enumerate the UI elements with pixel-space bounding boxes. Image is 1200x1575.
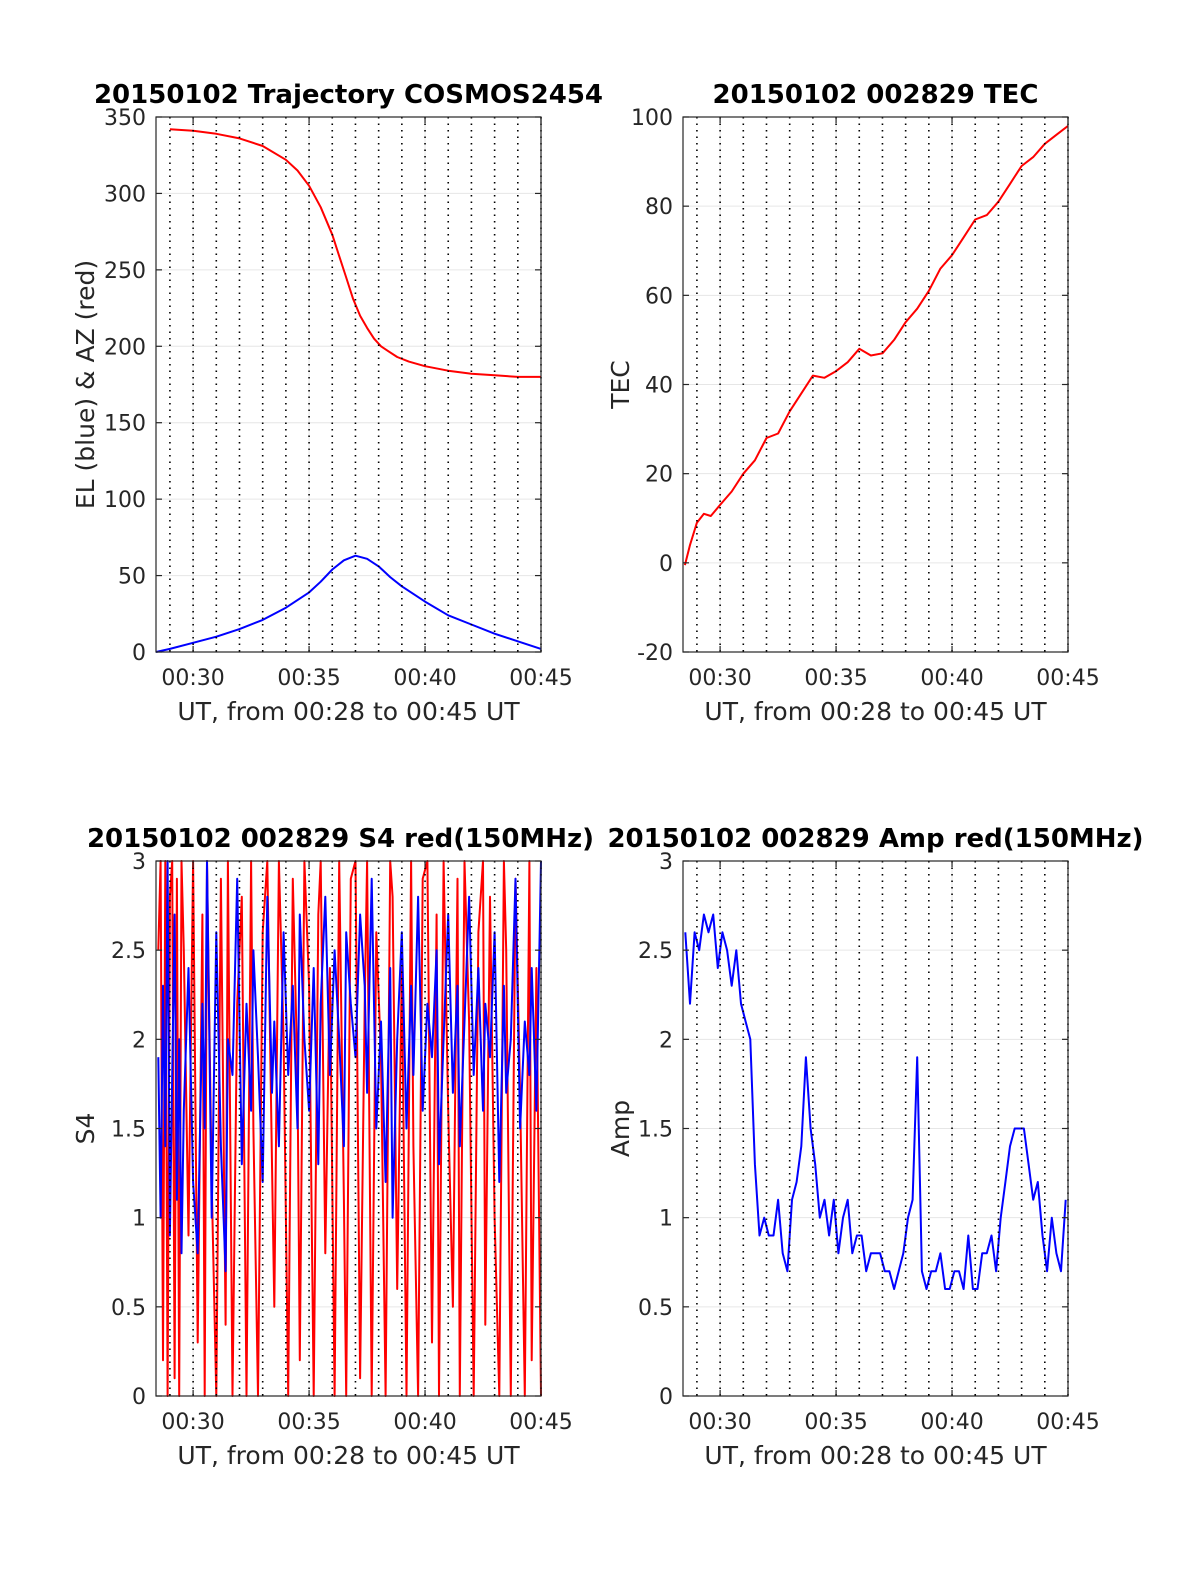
y-tick-label: 20 xyxy=(645,463,673,488)
y-tick-label: 80 xyxy=(645,195,673,220)
series-line-1 xyxy=(157,860,542,1273)
y-tick-label: 2.5 xyxy=(638,939,673,964)
y-tick-label: 1.5 xyxy=(638,1118,673,1143)
x-axis-label: UT, from 00:28 to 00:45 UT xyxy=(177,1441,520,1470)
y-tick-label: 300 xyxy=(104,182,146,207)
x-axis-label: UT, from 00:28 to 00:45 UT xyxy=(177,697,520,726)
series-line-0 xyxy=(683,125,1069,566)
x-tick-label: 00:40 xyxy=(393,666,456,691)
y-tick-label: 0.5 xyxy=(111,1296,146,1321)
y-tick-label: 3 xyxy=(659,850,673,875)
x-tick-label: 00:30 xyxy=(161,1410,224,1435)
chart-s4: 0 0.5 1 1.5 2 2.5 3 00:30 00:35 00:40 00:45 UT, fro… xyxy=(71,824,594,1470)
y-tick-label: 0 xyxy=(132,641,146,666)
y-axis-label: EL (blue) & AZ (red) xyxy=(71,260,100,509)
y-tick-label: 2 xyxy=(659,1028,673,1053)
y-tick-label: 150 xyxy=(104,412,146,437)
y-tick-label: 1.5 xyxy=(111,1118,146,1143)
y-tick-label: -20 xyxy=(637,641,673,666)
y-tick-label: 3 xyxy=(132,850,146,875)
y-tick-label: 250 xyxy=(104,259,146,284)
x-tick-label: 00:35 xyxy=(277,666,340,691)
y-tick-label: 0 xyxy=(132,1385,146,1410)
x-tick-label: 00:30 xyxy=(688,1410,751,1435)
y-tick-label: 350 xyxy=(104,106,146,131)
axes-box xyxy=(155,116,542,653)
plot-area xyxy=(156,117,541,652)
y-axis-label: Amp xyxy=(606,1100,635,1157)
x-tick-label: 00:35 xyxy=(277,1410,340,1435)
x-tick-label: 00:45 xyxy=(1036,666,1099,691)
y-tick-label: 0 xyxy=(659,552,673,577)
x-axis-label: UT, from 00:28 to 00:45 UT xyxy=(704,697,1047,726)
x-tick-label: 00:45 xyxy=(509,666,572,691)
x-tick-label: 00:45 xyxy=(1036,1410,1099,1435)
y-tick-label: 200 xyxy=(104,335,146,360)
x-tick-label: 00:45 xyxy=(509,1410,572,1435)
y-axis-label: TEC xyxy=(606,360,635,410)
y-tick-label: 0.5 xyxy=(638,1296,673,1321)
series-line-0 xyxy=(684,913,1067,1290)
chart-title: 20150102 002829 Amp red(150MHz) xyxy=(607,824,1143,854)
chart-title: 20150102 002829 S4 red(150MHz) xyxy=(87,824,594,854)
x-tick-label: 00:40 xyxy=(393,1410,456,1435)
y-tick-label: 1 xyxy=(659,1207,673,1232)
y-axis-label: S4 xyxy=(71,1113,100,1145)
y-tick-label: 0 xyxy=(659,1385,673,1410)
y-tick-label: 1 xyxy=(132,1207,146,1232)
x-tick-label: 00:30 xyxy=(161,666,224,691)
y-tick-label: 60 xyxy=(645,284,673,309)
chart-trajectory: 0 50 100 150 200 250 300 350 00:30 00:35 00:40 00:4… xyxy=(71,80,603,726)
y-tick-label: 100 xyxy=(104,488,146,513)
y-tick-label: 2.5 xyxy=(111,939,146,964)
x-tick-label: 00:35 xyxy=(804,666,867,691)
x-tick-label: 00:30 xyxy=(688,666,751,691)
series-line-0 xyxy=(169,128,541,378)
y-tick-label: 40 xyxy=(645,374,673,399)
y-tick-label: 2 xyxy=(132,1028,146,1053)
x-tick-label: 00:35 xyxy=(804,1410,867,1435)
x-axis-label: UT, from 00:28 to 00:45 UT xyxy=(704,1441,1047,1470)
x-tick-label: 00:40 xyxy=(920,666,983,691)
chart-tec: -20 0 20 40 60 80 100 00:30 00:35 00:40 00:45 UT, f… xyxy=(606,80,1100,726)
x-tick-label: 00:40 xyxy=(920,1410,983,1435)
y-tick-label: 50 xyxy=(118,565,146,590)
chart-title: 20150102 002829 TEC xyxy=(713,80,1039,110)
chart-amp: 0 0.5 1 1.5 2 2.5 3 00:30 00:35 00:40 00:45 UT, fro… xyxy=(606,824,1144,1470)
y-tick-label: 100 xyxy=(631,106,673,131)
chart-title: 20150102 Trajectory COSMOS2454 xyxy=(94,80,603,110)
series-line-1 xyxy=(155,554,542,653)
